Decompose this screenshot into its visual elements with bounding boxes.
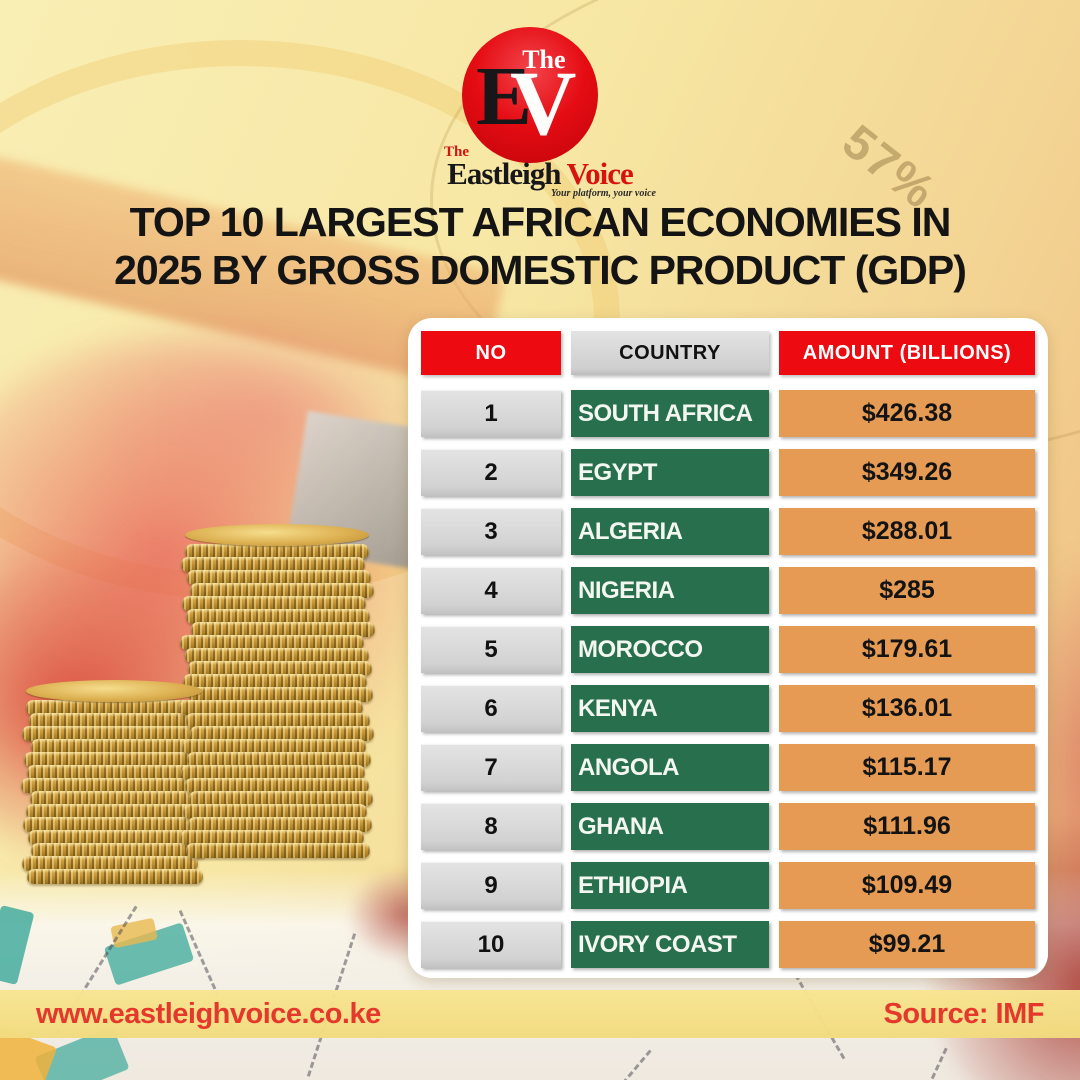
- gdp-table: NO COUNTRY AMOUNT (BILLIONS) 1 SOUTH AFRI…: [421, 331, 1035, 968]
- coin: [183, 674, 367, 689]
- coin: [28, 830, 204, 845]
- coin: [186, 609, 370, 624]
- page-title-line1: TOP 10 LARGEST AFRICAN ECONOMIES IN: [129, 199, 952, 245]
- wordmark-the: The: [444, 144, 470, 160]
- amount-cell: $426.38: [779, 390, 1035, 437]
- rank-cell: 2: [421, 449, 561, 496]
- rank-cell: 10: [421, 921, 561, 968]
- coin: [186, 843, 370, 858]
- amount-cell: $111.96: [779, 803, 1035, 850]
- coin: [23, 817, 199, 832]
- amount-cell: $349.26: [779, 449, 1035, 496]
- country-cell: SOUTH AFRICA: [571, 390, 769, 437]
- coin: [182, 739, 366, 754]
- coin: [187, 570, 371, 585]
- wordmark-tagline: Your platform, your voice: [551, 188, 656, 199]
- country-cell: ETHIOPIA: [571, 862, 769, 909]
- amount-cell: $99.21: [779, 921, 1035, 968]
- amount-cell: $288.01: [779, 508, 1035, 555]
- country-cell: KENYA: [571, 685, 769, 732]
- rank-cell: 7: [421, 744, 561, 791]
- coin: [22, 726, 198, 741]
- page-title: TOP 10 LARGEST AFRICAN ECONOMIES IN 2025…: [40, 198, 1040, 294]
- amount-cell: $179.61: [779, 626, 1035, 673]
- coin: [30, 791, 206, 806]
- coin: [190, 726, 374, 741]
- coin: [182, 596, 366, 611]
- rank-cell: 9: [421, 862, 561, 909]
- column-header-no: NO: [421, 331, 561, 375]
- coin: [22, 856, 198, 871]
- coin: [180, 635, 364, 650]
- coin-top-face: [26, 680, 202, 702]
- coin: [27, 869, 203, 884]
- coin: [31, 739, 207, 754]
- coin: [21, 778, 197, 793]
- country-cell: ANGOLA: [571, 744, 769, 791]
- coin: [31, 843, 207, 858]
- country-cell: IVORY COAST: [571, 921, 769, 968]
- coin: [179, 700, 363, 715]
- coin: [186, 713, 370, 728]
- logo-badge-letter-v: V: [510, 52, 577, 154]
- country-cell: GHANA: [571, 803, 769, 850]
- coin: [190, 583, 374, 598]
- page-title-line2: 2025 BY GROSS DOMESTIC PRODUCT (GDP): [114, 247, 967, 293]
- amount-cell: $136.01: [779, 685, 1035, 732]
- logo-badge-letter-e: E: [476, 50, 533, 143]
- country-cell: NIGERIA: [571, 567, 769, 614]
- coin: [187, 752, 371, 767]
- rank-cell: 5: [421, 626, 561, 673]
- coin: [183, 804, 367, 819]
- coin-stack-left: [21, 680, 207, 884]
- wordmark-voice: Voice: [560, 156, 634, 191]
- coin: [185, 778, 369, 793]
- coin: [185, 544, 369, 559]
- rank-cell: 8: [421, 803, 561, 850]
- coin: [181, 765, 365, 780]
- coin: [189, 791, 373, 806]
- coin: [24, 752, 200, 767]
- column-header-country: COUNTRY: [571, 331, 769, 375]
- coin: [29, 713, 205, 728]
- wordmark-eastleigh: Eastleigh: [447, 156, 561, 191]
- gdp-table-card: NO COUNTRY AMOUNT (BILLIONS) 1 SOUTH AFRI…: [408, 318, 1048, 978]
- coin: [188, 817, 372, 832]
- column-header-amount: AMOUNT (BILLIONS): [779, 331, 1035, 375]
- amount-cell: $115.17: [779, 744, 1035, 791]
- coin: [188, 661, 372, 676]
- eastleigh-voice-wordmark: The Eastleigh Voice Your platform, your …: [420, 144, 660, 199]
- coin: [26, 804, 202, 819]
- coin: [189, 687, 373, 702]
- coin: [27, 765, 203, 780]
- amount-cell: $109.49: [779, 862, 1035, 909]
- logo-badge-the: The: [522, 45, 566, 74]
- footer-website: www.eastleighvoice.co.ke: [36, 997, 381, 1030]
- footer-bar: www.eastleighvoice.co.ke Source: IMF: [0, 990, 1080, 1038]
- footer-source: Source: IMF: [883, 997, 1045, 1030]
- rank-cell: 6: [421, 685, 561, 732]
- rank-cell: 1: [421, 390, 561, 437]
- coin-stack-right: [179, 524, 375, 858]
- coin: [185, 648, 369, 663]
- rank-cell: 4: [421, 567, 561, 614]
- coin: [180, 830, 364, 845]
- coin: [191, 622, 375, 637]
- country-cell: MOROCCO: [571, 626, 769, 673]
- country-cell: ALGERIA: [571, 508, 769, 555]
- wordmark-main: Eastleigh Voice: [420, 156, 660, 192]
- amount-cell: $285: [779, 567, 1035, 614]
- eastleigh-voice-logo-badge: The E V: [462, 27, 598, 163]
- rank-cell: 3: [421, 508, 561, 555]
- country-cell: EGYPT: [571, 449, 769, 496]
- coin-top-face: [185, 524, 369, 546]
- coin: [26, 700, 202, 715]
- coin: [181, 557, 365, 572]
